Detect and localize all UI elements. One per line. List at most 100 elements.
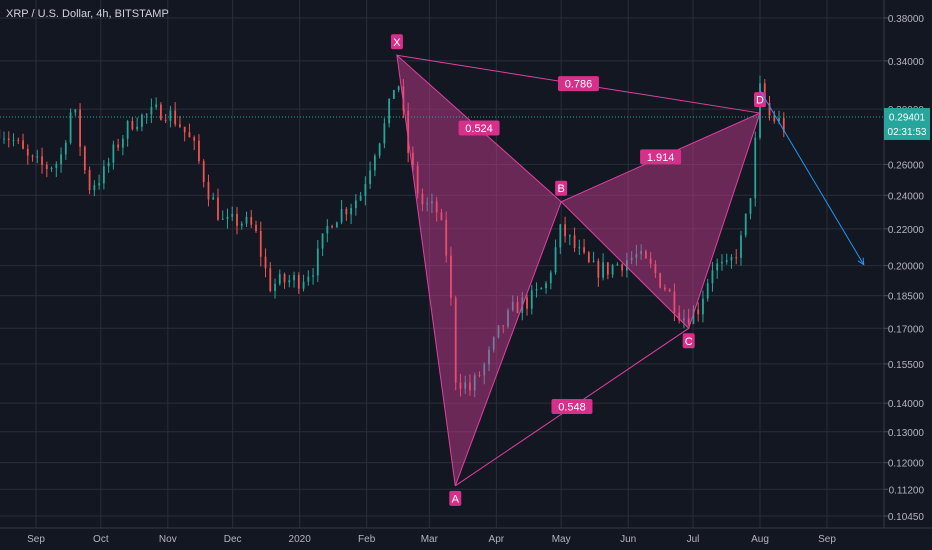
candle [155,97,158,110]
candle [112,140,115,170]
candle [217,188,219,221]
candle [93,180,96,197]
candle [102,160,105,190]
candle [207,174,210,207]
price-axis[interactable]: 0.380000.340000.300000.260000.240000.220… [883,0,932,550]
candle [335,221,338,228]
candle [421,188,424,212]
candle [259,221,262,267]
svg-text:1.914: 1.914 [647,152,675,164]
time-tick-label: Feb [358,534,376,545]
candle [687,308,690,326]
candle [412,146,414,172]
symbol-header: XRP / U.S. Dollar, 4h, BITSTAMP [6,8,169,20]
time-tick-label: Dec [224,534,242,545]
candle [568,234,571,246]
candle [554,239,557,275]
candle [226,208,229,229]
candle [706,278,709,302]
candle [435,196,438,222]
candle [459,373,462,397]
candle [402,79,405,119]
candle [440,208,443,221]
candle [454,295,457,391]
candle [150,98,153,123]
candle [511,295,514,312]
candle [269,262,272,293]
candle [721,254,723,271]
candle [678,305,681,324]
candle [516,296,519,314]
ratio-label: 0.786 [557,76,599,92]
time-axis[interactable]: Sep Oct Nov Dec 2020 Feb Mar Apr May Jun Jul Aug Sep [0,527,932,550]
candle [625,252,628,278]
candle [326,219,329,243]
candle [397,85,400,93]
candle [354,194,357,216]
candle [41,147,43,174]
bar-countdown: 02:31:53 [888,127,927,138]
pattern-point-D: D [754,92,767,108]
candle [307,270,310,286]
svg-text:0.548: 0.548 [558,402,586,414]
price-tick-label: 0.22000 [888,225,925,236]
time-tick-label: Sep [818,534,836,545]
candle [644,249,647,259]
candle [12,133,15,147]
candle [450,246,452,306]
ratio-label: 1.914 [640,149,682,165]
candle [79,103,81,156]
candle [426,197,429,212]
candle [369,161,372,189]
candle [174,102,177,127]
time-tick-label: Aug [751,534,769,545]
candle [45,161,48,178]
candle [373,153,376,177]
candle [388,98,391,128]
candle [725,253,728,265]
candle [264,248,267,278]
candle [131,117,134,131]
candle [164,113,167,124]
time-tick-label: Sep [27,534,45,545]
candle [407,102,410,163]
candle [55,161,58,178]
candle [98,174,101,190]
time-tick-label: Apr [489,534,505,545]
price-tick-label: 0.18500 [888,292,925,303]
candle [117,138,120,151]
projection-line [759,90,865,265]
candle [283,272,286,289]
candle [616,262,619,266]
svg-text:C: C [685,336,693,348]
candle [183,126,186,142]
candle [768,95,771,121]
candle [716,258,719,279]
candle [316,239,319,283]
candle [293,271,295,288]
candle [169,105,172,128]
candle [488,346,490,372]
candle [188,123,191,138]
price-tick-label: 0.26000 [888,160,925,171]
candle [697,302,700,322]
last-price-tag: 0.29401 02:31:53 [0,107,930,140]
candle [345,207,348,221]
candle [507,308,509,329]
candle [193,135,196,151]
svg-text:A: A [452,493,460,505]
ratio-label: 0.524 [458,120,500,136]
candle [340,200,343,225]
candle [664,284,666,292]
candle [378,142,381,159]
time-tick-label: May [552,534,571,545]
candle [592,251,595,263]
candle [126,119,129,147]
candle [383,118,386,149]
candle [759,75,761,140]
candle [744,213,747,238]
candle [274,278,276,299]
price-tick-label: 0.13000 [888,428,925,439]
candle [17,137,20,145]
